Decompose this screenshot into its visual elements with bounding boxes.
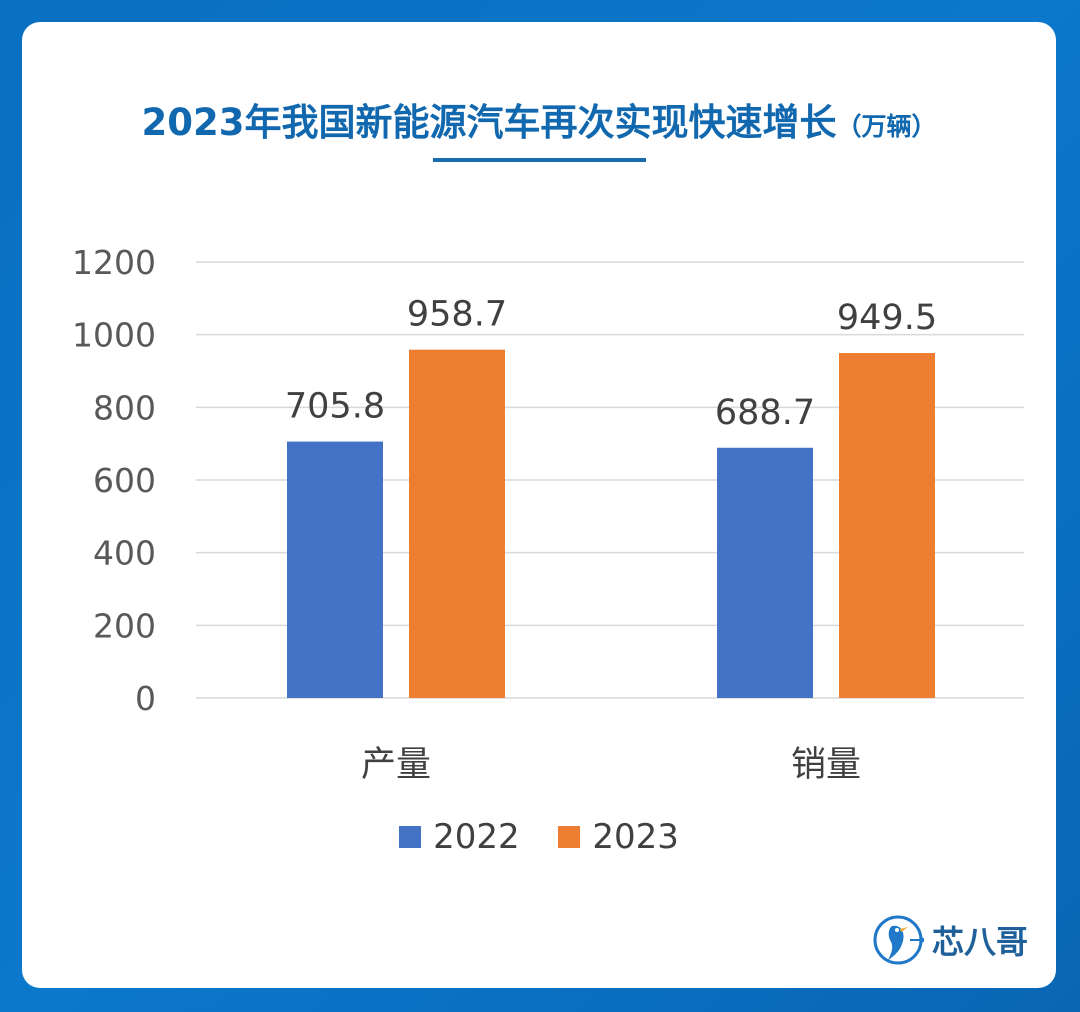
y-tick-label: 800: [93, 388, 156, 427]
x-category-label: 销量: [791, 745, 861, 785]
bar-2022-1: [717, 447, 813, 698]
y-tick-label: 1000: [72, 316, 156, 355]
legend-swatch-2022: [399, 826, 422, 848]
legend-item-2023: 2023: [558, 817, 679, 857]
y-tick-label: 0: [135, 679, 156, 718]
x-category-label: 产量: [361, 745, 431, 785]
legend-item-2022: 2022: [399, 817, 520, 857]
legend-label-2022: 2022: [433, 817, 520, 857]
title-underline: [433, 158, 646, 162]
data-label: 705.8: [285, 387, 385, 427]
chart-card: 2023年我国新能源汽车再次实现快速增长（万辆） 0 200 400 600 800 10…: [22, 22, 1056, 988]
brand-mark: 芯八哥: [872, 914, 1028, 966]
title-main: 2023年我国新能源汽车再次实现快速增长: [141, 101, 837, 144]
bar-2023-0: [409, 349, 505, 698]
bird-logo-icon: [873, 915, 924, 965]
data-label: 949.5: [837, 298, 937, 338]
y-tick-label: 600: [93, 461, 156, 500]
y-tick-label: 200: [93, 606, 156, 645]
brand-name: 芯八哥: [931, 923, 1028, 961]
data-label: 688.7: [715, 393, 815, 433]
legend-label-2023: 2023: [592, 817, 679, 857]
legend-swatch-2023: [558, 826, 581, 848]
y-tick-label: 1200: [72, 243, 156, 282]
y-tick-label: 400: [93, 534, 156, 573]
data-label: 958.7: [407, 295, 507, 335]
bar-chart: 0 200 400 600 800 1000 1200 705.8 958.7 产量 688.7 94…: [72, 243, 1024, 785]
legend: 2022 2023: [22, 817, 1056, 857]
bar-2022-0: [287, 441, 383, 698]
title-unit: （万辆）: [836, 112, 937, 141]
chart-title: 2023年我国新能源汽车再次实现快速增长（万辆）: [22, 92, 1056, 146]
bar-2023-1: [839, 353, 935, 698]
